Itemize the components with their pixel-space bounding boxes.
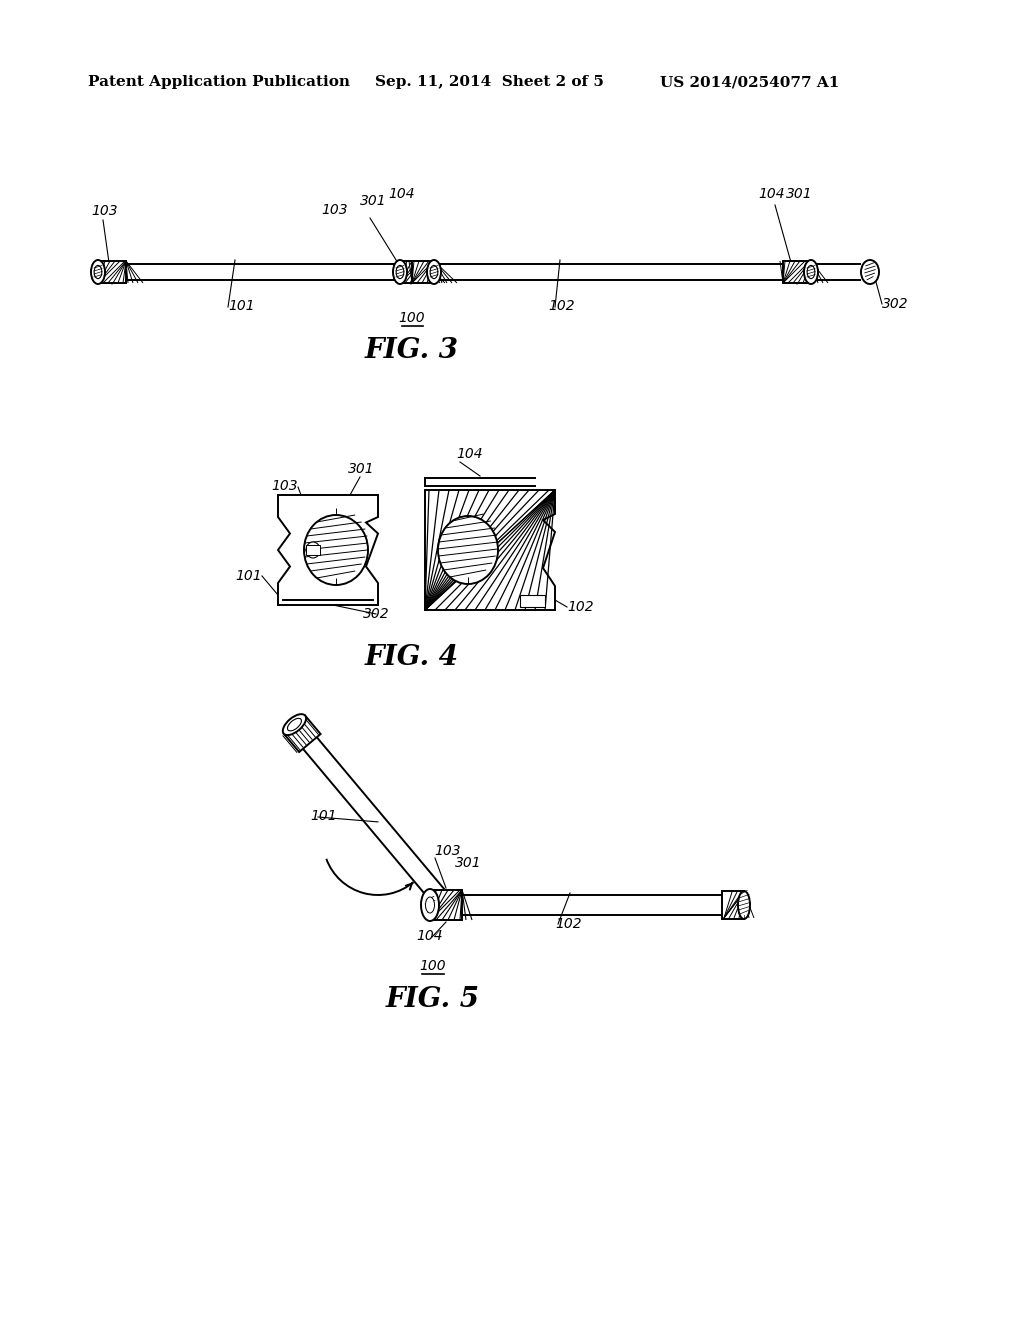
- Bar: [400, 261, 422, 282]
- Text: 104: 104: [758, 187, 784, 201]
- Text: US 2014/0254077 A1: US 2014/0254077 A1: [660, 75, 840, 88]
- Ellipse shape: [421, 888, 439, 921]
- Ellipse shape: [804, 260, 818, 284]
- Ellipse shape: [396, 265, 403, 279]
- Text: 301: 301: [786, 187, 813, 201]
- Bar: [783, 261, 811, 282]
- Ellipse shape: [306, 543, 319, 558]
- Text: 101: 101: [228, 300, 255, 313]
- Bar: [430, 890, 462, 920]
- Text: 103: 103: [322, 203, 348, 216]
- Bar: [520, 595, 545, 607]
- Ellipse shape: [861, 260, 879, 284]
- Text: 100: 100: [420, 960, 446, 973]
- Ellipse shape: [283, 714, 306, 735]
- Ellipse shape: [438, 516, 498, 583]
- Text: Patent Application Publication: Patent Application Publication: [88, 75, 350, 88]
- Text: 302: 302: [362, 607, 389, 620]
- Bar: [455, 895, 725, 915]
- Bar: [306, 545, 319, 554]
- Polygon shape: [284, 715, 321, 752]
- Polygon shape: [295, 729, 457, 916]
- Bar: [98, 261, 126, 282]
- Text: 301: 301: [348, 462, 375, 477]
- Text: FIG. 5: FIG. 5: [386, 986, 480, 1012]
- Text: 101: 101: [236, 569, 262, 583]
- Ellipse shape: [288, 718, 301, 731]
- Text: 102: 102: [567, 601, 594, 614]
- Text: FIG. 4: FIG. 4: [365, 644, 459, 671]
- Ellipse shape: [426, 898, 434, 913]
- Ellipse shape: [94, 265, 101, 279]
- Text: 104: 104: [456, 447, 482, 461]
- Text: 102: 102: [548, 300, 574, 313]
- Text: 102: 102: [555, 917, 582, 931]
- Text: 103: 103: [271, 479, 298, 492]
- Text: Sep. 11, 2014  Sheet 2 of 5: Sep. 11, 2014 Sheet 2 of 5: [375, 75, 604, 88]
- Text: 101: 101: [310, 809, 337, 822]
- Text: FIG. 3: FIG. 3: [365, 337, 459, 364]
- Polygon shape: [278, 495, 378, 605]
- Ellipse shape: [91, 260, 105, 284]
- Ellipse shape: [427, 260, 441, 284]
- Text: 103: 103: [434, 843, 461, 858]
- Text: 100: 100: [398, 312, 425, 325]
- Ellipse shape: [738, 891, 750, 919]
- Bar: [412, 261, 434, 282]
- Polygon shape: [425, 490, 555, 610]
- Text: 103: 103: [91, 205, 118, 218]
- Bar: [722, 891, 744, 919]
- Text: 301: 301: [455, 855, 481, 870]
- Ellipse shape: [393, 260, 407, 284]
- Ellipse shape: [430, 265, 438, 279]
- Text: 104: 104: [417, 929, 443, 942]
- Ellipse shape: [807, 265, 815, 279]
- Text: 104: 104: [388, 187, 415, 201]
- Ellipse shape: [304, 515, 368, 585]
- Text: 301: 301: [360, 194, 387, 209]
- Text: 302: 302: [882, 297, 908, 312]
